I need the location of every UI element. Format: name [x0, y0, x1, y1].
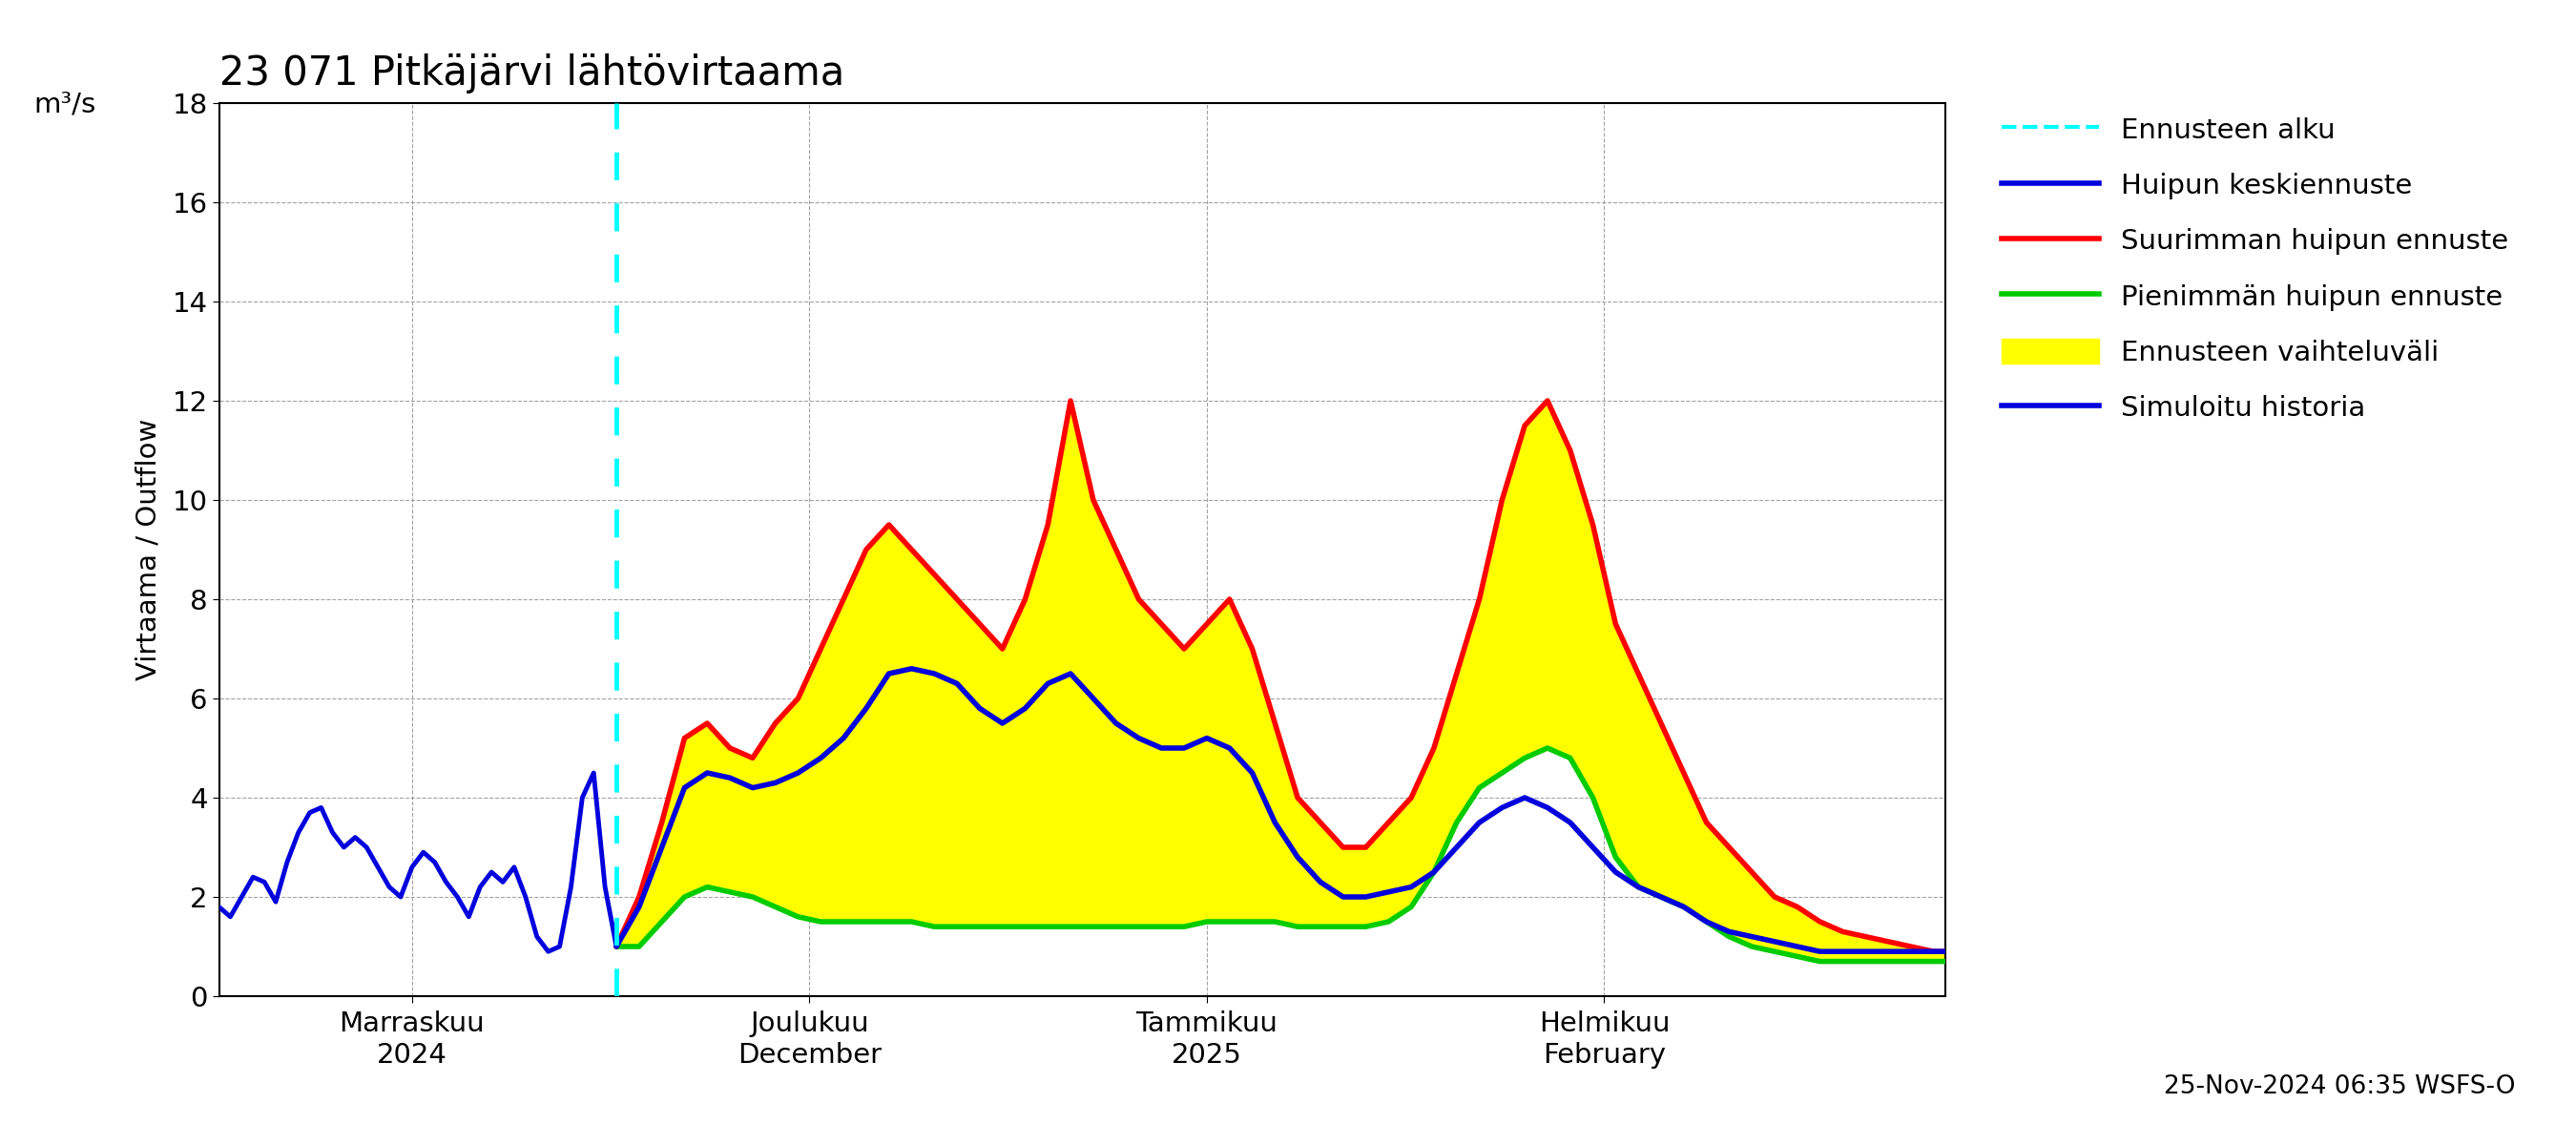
Text: 23 071 Pitkäjärvi lähtövirtaama: 23 071 Pitkäjärvi lähtövirtaama — [219, 53, 845, 93]
Y-axis label: Virtaama / Outflow: Virtaama / Outflow — [134, 419, 162, 680]
Text: m³/s: m³/s — [33, 92, 95, 118]
Legend: Ennusteen alku, Huipun keskiennuste, Suurimman huipun ennuste, Pienimmän huipun : Ennusteen alku, Huipun keskiennuste, Suu… — [1994, 108, 2517, 431]
Text: 25-Nov-2024 06:35 WSFS-O: 25-Nov-2024 06:35 WSFS-O — [2164, 1074, 2514, 1099]
